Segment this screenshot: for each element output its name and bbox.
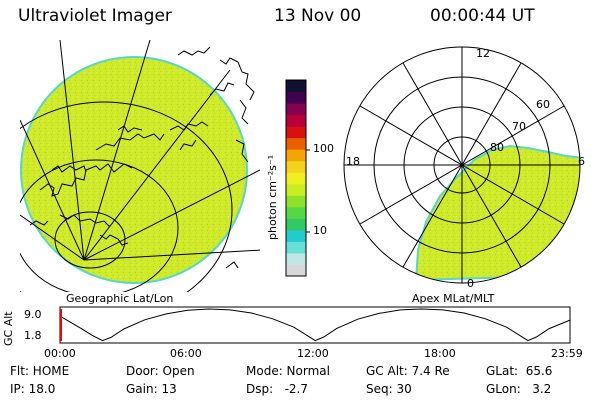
colorbar-swatch: [286, 80, 306, 93]
latlon-grid: [20, 40, 260, 292]
mlat-label-80: 80: [490, 141, 504, 154]
colorbar-swatch: [286, 264, 306, 277]
colorbar-label-10: 10: [313, 224, 327, 237]
time-label: 00:00:44 UT: [430, 6, 535, 26]
mlat-label-60: 60: [536, 98, 550, 111]
colorbar-swatch: [286, 241, 306, 254]
x-tick-1200: 12:00: [297, 347, 329, 360]
altitude-ymin-label: 1.8: [24, 329, 42, 342]
status-gain: Gain: 13: [126, 382, 177, 396]
colorbar-swatch: [286, 252, 306, 265]
colorbar: [285, 79, 310, 277]
x-tick-1800: 18:00: [424, 347, 456, 360]
altitude-plot: [59, 306, 571, 344]
colorbar-label-100: 100: [313, 142, 334, 155]
auroral-oval: [414, 144, 580, 282]
mlat-label-70: 70: [512, 120, 526, 133]
colorbar-swatch: [286, 218, 306, 231]
status-gc-alt: GC Alt: 7.4 Re: [366, 364, 450, 378]
altitude-ymax-label: 9.0: [24, 308, 42, 321]
colorbar-swatch: [286, 149, 306, 162]
polar-grid: [343, 46, 581, 284]
colorbar-swatch: [286, 126, 306, 139]
colorbar-swatch: [286, 137, 306, 150]
status-mode: Mode: Normal: [246, 364, 330, 378]
date-label: 13 Nov 00: [274, 6, 362, 26]
geo-panel-caption: Geographic Lat/Lon: [66, 292, 174, 305]
colorbar-swatch: [286, 195, 306, 208]
altitude-axis-title: GC Alt: [2, 311, 15, 346]
colorbar-swatch: [286, 172, 306, 185]
instrument-title: Ultraviolet Imager: [18, 6, 172, 26]
x-tick-0600: 06:00: [170, 347, 202, 360]
colorbar-swatch: [286, 160, 306, 173]
x-tick-2359: 23:59: [551, 347, 583, 360]
status-door: Door: Open: [126, 364, 195, 378]
x-tick-0000: 00:00: [44, 347, 76, 360]
mlt-label-12: 12: [476, 47, 490, 60]
colorbar-swatch: [286, 229, 306, 242]
status-filter: Flt: HOME: [10, 364, 70, 378]
coastlines: [29, 82, 235, 246]
coastlines-off-limb: [177, 46, 255, 269]
status-glat: GLat: 65.6: [486, 364, 553, 378]
colorbar-frame: [285, 79, 307, 277]
status-ip: IP: 18.0: [10, 382, 56, 396]
mlt-label-6: 6: [578, 155, 585, 168]
status-glon: GLon: 3.2: [486, 382, 552, 396]
colorbar-swatches: [286, 80, 306, 277]
orbit-altitude-curve: [59, 308, 571, 342]
colorbar-swatch: [286, 183, 306, 196]
altitude-plot-frame: [59, 306, 571, 344]
earth-disk: [20, 56, 248, 284]
status-seq: Seq: 30: [366, 382, 412, 396]
status-dsp: Dsp: -2.7: [246, 382, 309, 396]
mlt-label-18: 18: [346, 155, 360, 168]
colorbar-swatch: [286, 206, 306, 219]
polar-panel-caption: Apex MLat/MLT: [412, 292, 495, 305]
mlt-label-0: 0: [467, 277, 474, 290]
colorbar-swatch: [286, 114, 306, 127]
colorbar-swatch: [286, 103, 306, 116]
colorbar-swatch: [286, 91, 306, 104]
